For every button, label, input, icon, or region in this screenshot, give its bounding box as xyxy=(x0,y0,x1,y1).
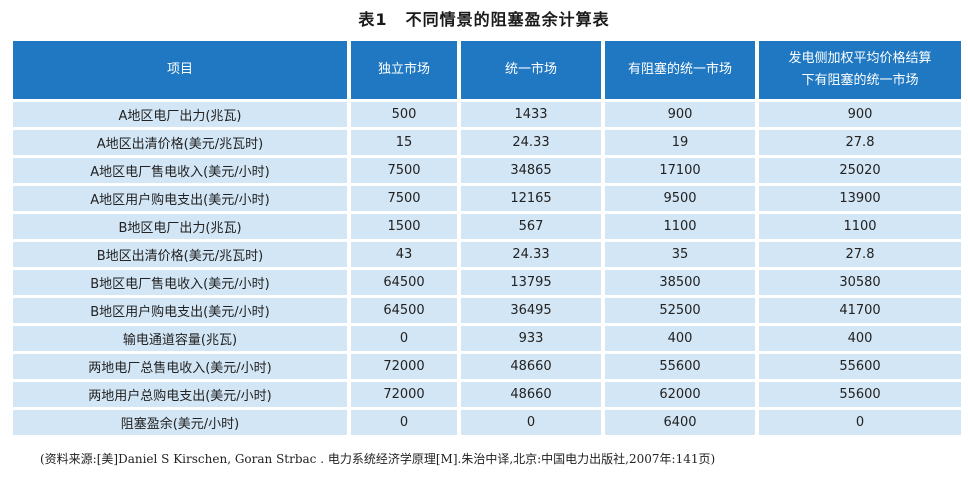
row-label: 阻塞盈余(美元/小时) xyxy=(13,410,347,435)
header-weighted-line-1: 发电侧加权平均价格结算 xyxy=(788,51,932,66)
row-label: 两地用户总购电支出(美元/小时) xyxy=(13,382,347,407)
unified-market-value: 1433 xyxy=(461,102,601,127)
unified-market-value: 24.33 xyxy=(461,242,601,267)
header-weighted-line-2: 下有阻塞的统一市场 xyxy=(801,73,919,88)
table-row: A地区电厂售电收入(美元/小时) 7500 34865 17100 25020 xyxy=(13,158,961,183)
congested-market-value: 17100 xyxy=(605,158,755,183)
row-label: A地区出清价格(美元/兆瓦时) xyxy=(13,130,347,155)
congested-market-value: 900 xyxy=(605,102,755,127)
unified-market-value: 0 xyxy=(461,410,601,435)
independent-market-value: 500 xyxy=(351,102,457,127)
row-label: B地区用户购电支出(美元/小时) xyxy=(13,298,347,323)
table-row: B地区出清价格(美元/兆瓦时) 43 24.33 35 27.8 xyxy=(13,242,961,267)
weighted-settlement-value: 13900 xyxy=(759,186,961,211)
independent-market-value: 0 xyxy=(351,326,457,351)
congested-market-value: 400 xyxy=(605,326,755,351)
header-congested-unified-market: 有阻塞的统一市场 xyxy=(605,41,755,99)
table-row: B地区用户购电支出(美元/小时) 64500 36495 52500 41700 xyxy=(13,298,961,323)
row-label: B地区出清价格(美元/兆瓦时) xyxy=(13,242,347,267)
congested-market-value: 9500 xyxy=(605,186,755,211)
row-label: 两地电厂总售电收入(美元/小时) xyxy=(13,354,347,379)
header-unified-market: 统一市场 xyxy=(461,41,601,99)
unified-market-value: 933 xyxy=(461,326,601,351)
header-weighted-settlement-market: 发电侧加权平均价格结算 下有阻塞的统一市场 xyxy=(759,41,961,99)
independent-market-value: 0 xyxy=(351,410,457,435)
unified-market-value: 567 xyxy=(461,214,601,239)
weighted-settlement-value: 400 xyxy=(759,326,961,351)
congested-market-value: 6400 xyxy=(605,410,755,435)
congested-market-value: 38500 xyxy=(605,270,755,295)
unified-market-value: 13795 xyxy=(461,270,601,295)
weighted-settlement-value: 55600 xyxy=(759,382,961,407)
independent-market-value: 1500 xyxy=(351,214,457,239)
independent-market-value: 43 xyxy=(351,242,457,267)
weighted-settlement-value: 55600 xyxy=(759,354,961,379)
header-item: 项目 xyxy=(13,41,347,99)
congested-market-value: 52500 xyxy=(605,298,755,323)
table-number: 表1 xyxy=(358,10,388,29)
congested-market-value: 55600 xyxy=(605,354,755,379)
independent-market-value: 7500 xyxy=(351,186,457,211)
table-header: 项目 独立市场 统一市场 有阻塞的统一市场 发电侧加权平均价格结算 下有阻塞的统… xyxy=(13,41,961,99)
table-row: A地区用户购电支出(美元/小时) 7500 12165 9500 13900 xyxy=(13,186,961,211)
independent-market-value: 72000 xyxy=(351,354,457,379)
table-title: 表1 不同情景的阻塞盈余计算表 xyxy=(0,6,968,30)
unified-market-value: 34865 xyxy=(461,158,601,183)
unified-market-value: 12165 xyxy=(461,186,601,211)
independent-market-value: 64500 xyxy=(351,270,457,295)
congestion-surplus-table: 项目 独立市场 统一市场 有阻塞的统一市场 发电侧加权平均价格结算 下有阻塞的统… xyxy=(9,38,965,438)
table-row: 输电通道容量(兆瓦) 0 933 400 400 xyxy=(13,326,961,351)
weighted-settlement-value: 1100 xyxy=(759,214,961,239)
weighted-settlement-value: 900 xyxy=(759,102,961,127)
independent-market-value: 15 xyxy=(351,130,457,155)
unified-market-value: 36495 xyxy=(461,298,601,323)
table-row: B地区电厂出力(兆瓦) 1500 567 1100 1100 xyxy=(13,214,961,239)
table-body: A地区电厂出力(兆瓦) 500 1433 900 900 A地区出清价格(美元/兆瓦时) 1… xyxy=(13,102,961,435)
weighted-settlement-value: 0 xyxy=(759,410,961,435)
row-label: B地区电厂售电收入(美元/小时) xyxy=(13,270,347,295)
independent-market-value: 7500 xyxy=(351,158,457,183)
independent-market-value: 72000 xyxy=(351,382,457,407)
weighted-settlement-value: 27.8 xyxy=(759,130,961,155)
table-row: 两地电厂总售电收入(美元/小时) 72000 48660 55600 55600 xyxy=(13,354,961,379)
table-row: B地区电厂售电收入(美元/小时) 64500 13795 38500 30580 xyxy=(13,270,961,295)
table-row: A地区电厂出力(兆瓦) 500 1433 900 900 xyxy=(13,102,961,127)
table-title-text: 不同情景的阻塞盈余计算表 xyxy=(405,10,610,29)
row-label: A地区用户购电支出(美元/小时) xyxy=(13,186,347,211)
header-independent-market: 独立市场 xyxy=(351,41,457,99)
weighted-settlement-value: 25020 xyxy=(759,158,961,183)
table-row: 两地用户总购电支出(美元/小时) 72000 48660 62000 55600 xyxy=(13,382,961,407)
congested-market-value: 35 xyxy=(605,242,755,267)
row-label: A地区电厂售电收入(美元/小时) xyxy=(13,158,347,183)
unified-market-value: 48660 xyxy=(461,382,601,407)
congested-market-value: 62000 xyxy=(605,382,755,407)
congested-market-value: 1100 xyxy=(605,214,755,239)
independent-market-value: 64500 xyxy=(351,298,457,323)
weighted-settlement-value: 27.8 xyxy=(759,242,961,267)
table-row: 阻塞盈余(美元/小时) 0 0 6400 0 xyxy=(13,410,961,435)
row-label: B地区电厂出力(兆瓦) xyxy=(13,214,347,239)
unified-market-value: 48660 xyxy=(461,354,601,379)
congested-market-value: 19 xyxy=(605,130,755,155)
source-note: (资料来源:[美]Daniel S Kirschen, Goran Strbac… xyxy=(40,452,716,466)
row-label: 输电通道容量(兆瓦) xyxy=(13,326,347,351)
unified-market-value: 24.33 xyxy=(461,130,601,155)
row-label: A地区电厂出力(兆瓦) xyxy=(13,102,347,127)
weighted-settlement-value: 30580 xyxy=(759,270,961,295)
table-row: A地区出清价格(美元/兆瓦时) 15 24.33 19 27.8 xyxy=(13,130,961,155)
header-row: 项目 独立市场 统一市场 有阻塞的统一市场 发电侧加权平均价格结算 下有阻塞的统… xyxy=(13,41,961,99)
weighted-settlement-value: 41700 xyxy=(759,298,961,323)
